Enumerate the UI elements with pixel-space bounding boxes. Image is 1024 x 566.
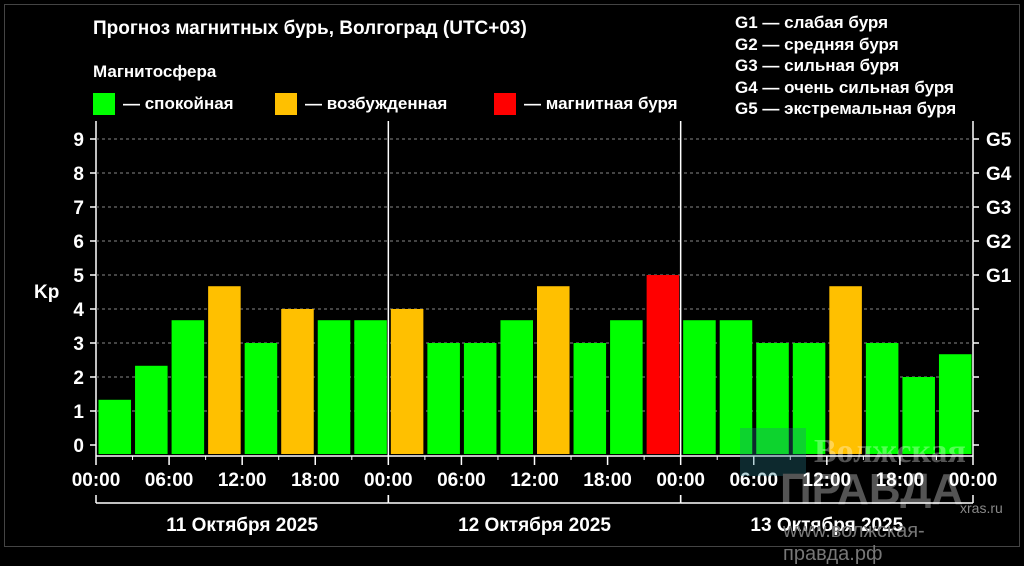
kp-bar (865, 343, 899, 454)
kp-bar (317, 320, 351, 454)
watermark-url: www.волжская-правда.рф (783, 520, 925, 565)
g-scale-item: G4 — очень сильная буря (735, 77, 954, 97)
kp-bar (610, 320, 643, 454)
g-scale-item: G2 — средняя буря (735, 34, 899, 54)
kp-bar (756, 343, 789, 454)
kp-bar (463, 343, 497, 454)
x-tick-label: 18:00 (876, 470, 925, 491)
kp-bar (390, 309, 424, 454)
y-tick-label: 0 (73, 436, 84, 457)
kp-bar (829, 286, 862, 454)
x-tick-label: 18:00 (583, 470, 632, 491)
legend-swatch-storm (494, 93, 516, 115)
kp-bar (354, 320, 387, 454)
watermark-source: xras.ru (960, 500, 1003, 516)
g-scale-item: G5 — экстремальная буря (735, 99, 957, 118)
y-tick-label: 4 (73, 300, 84, 321)
y-tick-label: 6 (73, 232, 84, 253)
kp-bar (98, 399, 132, 454)
g-tick-label: G1 (986, 266, 1012, 287)
x-tick-label: 00:00 (72, 470, 121, 491)
kp-bar (281, 309, 314, 454)
x-tick-label: 00:00 (656, 470, 705, 491)
y-tick-label: 9 (73, 130, 84, 151)
chart-frame (4, 4, 1020, 547)
kp-bar (208, 286, 241, 454)
g-scale-item: G1 — слабая буря (735, 13, 889, 32)
watermark-logo-line1: Волжская (814, 433, 966, 470)
g-scale-legend: G1 — слабая буря G2 — средняя буря G3 — … (735, 12, 956, 120)
x-tick-label: 00:00 (949, 470, 998, 491)
y-tick-label: 5 (73, 266, 84, 287)
x-tick-label: 06:00 (729, 470, 778, 491)
y-tick-label: 8 (73, 164, 84, 185)
legend-item-quiet: — спокойная (93, 93, 234, 115)
y-tick-label: 7 (73, 198, 84, 219)
x-tick-label: 12:00 (803, 470, 852, 491)
chart-title: Прогноз магнитных бурь, Волгоград (UTC+0… (93, 18, 527, 39)
legend-item-active: — возбужденная (275, 93, 447, 115)
g-tick-label: G2 (986, 232, 1011, 253)
watermark-logo: Волжская ПРАВДА (740, 428, 966, 508)
legend-label-quiet: — спокойная (123, 94, 234, 113)
day-label: 11 Октября 2025 (166, 515, 318, 536)
g-scale-item: G3 — сильная буря (735, 56, 900, 75)
legend-swatch-quiet (93, 93, 115, 115)
g-tick-label: G4 (986, 164, 1012, 185)
kp-bar (902, 377, 935, 454)
kp-bar (719, 320, 753, 454)
x-tick-label: 00:00 (364, 470, 413, 491)
kp-bar-chart: 0 1 2 3 4 5 6 7 8 9 G1 G2 G3 G4 G5 00:00 06:00 12:00 18:00… (72, 121, 1012, 536)
legend-item-storm: — магнитная буря (494, 93, 678, 115)
kp-bar (171, 320, 205, 454)
y-tick-label: 1 (73, 402, 84, 423)
watermark-logo-line2: ПРАВДА (780, 465, 963, 508)
kp-bar (573, 343, 607, 454)
kp-bar (792, 343, 826, 454)
y-axis-label: Kp (34, 282, 60, 303)
kp-bar (683, 320, 716, 454)
g-tick-label: G3 (986, 198, 1011, 219)
kp-bar (135, 365, 168, 454)
kp-bar (537, 286, 570, 454)
watermark-emblem-icon (740, 428, 806, 476)
kp-bar (427, 343, 460, 454)
kp-bar (500, 320, 533, 454)
legend-heading: Магнитосфера (93, 62, 217, 81)
y-tick-label: 3 (73, 334, 84, 355)
g-tick-label: G5 (986, 130, 1012, 151)
y-tick-label: 2 (73, 368, 84, 389)
legend-label-storm: — магнитная буря (524, 94, 678, 113)
day-label: 12 Октября 2025 (458, 515, 611, 536)
legend-label-active: — возбужденная (305, 94, 448, 113)
kp-bar (646, 275, 680, 454)
day-label: 13 Октября 2025 (750, 515, 903, 536)
kp-bar (938, 354, 972, 454)
x-tick-label: 06:00 (145, 470, 194, 491)
legend-swatch-active (275, 93, 297, 115)
x-tick-label: 12:00 (218, 470, 267, 491)
x-tick-label: 12:00 (510, 470, 559, 491)
x-tick-label: 06:00 (437, 470, 486, 491)
kp-bar (244, 343, 278, 454)
x-tick-label: 18:00 (291, 470, 340, 491)
